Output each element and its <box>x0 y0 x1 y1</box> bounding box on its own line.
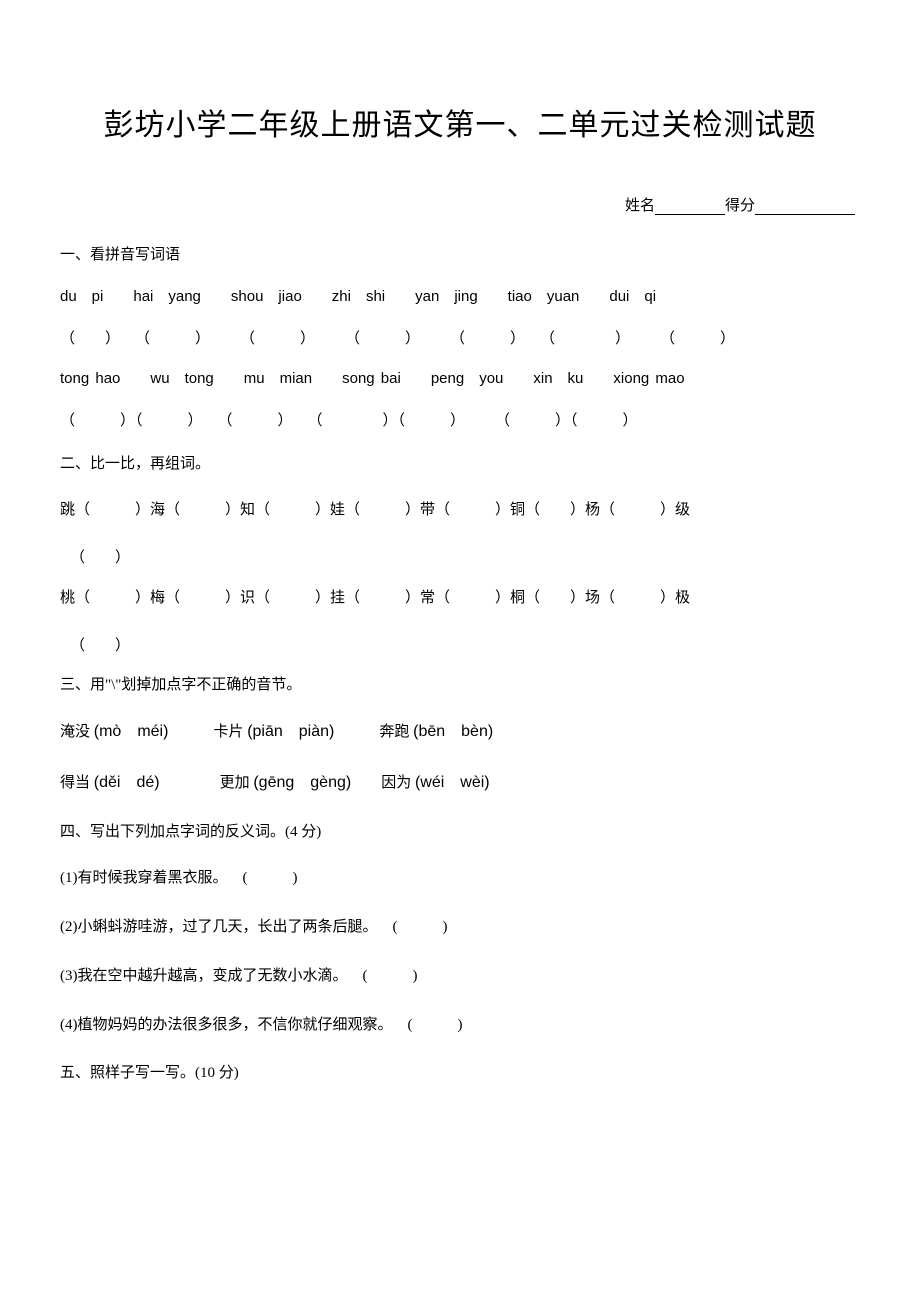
section1-heading: 一、看拼音写词语 <box>60 243 860 264</box>
s3-1c-pinyin: (bēn bèn) <box>413 723 493 740</box>
s3-2b-pinyin: (gēng gèng) <box>253 774 351 791</box>
page-title: 彭坊小学二年级上册语文第一、二单元过关检测试题 <box>60 100 860 144</box>
s4-item-1[interactable]: (1)有时候我穿着黑衣服。 ( ) <box>60 865 860 892</box>
s4-item-3[interactable]: (3)我在空中越升越高，变成了无数小水滴。 ( ) <box>60 963 860 990</box>
section4-heading: 四、写出下列加点字词的反义词。(4 分) <box>60 820 860 841</box>
score-blank[interactable] <box>755 200 855 215</box>
pinyin-row-1: du pi hai yang shou jiao zhi shi yan jin… <box>60 288 860 305</box>
s3-1b-pinyin: (piān piàn) <box>247 723 334 740</box>
name-score-line: 姓名 得分 <box>60 194 860 215</box>
s3-line1[interactable]: 淹没 (mò méi) 卡片 (piān piàn) 奔跑 (bēn bèn) <box>60 718 860 747</box>
section3-heading: 三、用"\"划掉加点字不正确的音节。 <box>60 673 860 694</box>
s4-item-4[interactable]: (4)植物妈妈的办法很多很多，不信你就仔细观察。 ( ) <box>60 1012 860 1039</box>
s2-row1[interactable]: 跳（ ）海（ ）知（ ）娃（ ）带（ ）铜（ ）杨（ ）级 <box>60 497 860 524</box>
blank-row-1[interactable]: （ ） （ ） （ ） （ ） （ ） （ ） （ ） <box>60 327 860 348</box>
blank-row-2[interactable]: （ ）（ ） （ ） （ ）（ ） （ ）（ ） <box>60 409 860 430</box>
name-label: 姓名 <box>625 198 655 214</box>
s3-1a-pinyin: (mò méi) <box>94 723 169 740</box>
s3-1c-text: 奔跑 <box>334 724 413 740</box>
s3-1b-text: 卡片 <box>168 724 247 740</box>
s2-row1-tail[interactable]: （ ） <box>60 546 860 567</box>
section2-heading: 二、比一比，再组词。 <box>60 452 860 473</box>
name-blank[interactable] <box>655 200 725 215</box>
s2-row2-tail[interactable]: （ ） <box>60 634 860 655</box>
s3-2b-text: 更加 <box>160 775 254 791</box>
s3-1a-text: 淹没 <box>60 724 94 740</box>
s3-line2[interactable]: 得当 (děi dé) 更加 (gēng gèng) 因为 (wéi wèi) <box>60 769 860 798</box>
s3-2c-pinyin: (wéi wèi) <box>415 774 490 791</box>
s3-2a-text: 得当 <box>60 775 94 791</box>
s3-2c-text: 因为 <box>351 775 415 791</box>
s4-item-2[interactable]: (2)小蝌蚪游哇游，过了几天，长出了两条后腿。 ( ) <box>60 914 860 941</box>
s2-row2[interactable]: 桃（ ）梅（ ）识（ ）挂（ ）常（ ）桐（ ）场（ ）极 <box>60 585 860 612</box>
score-label: 得分 <box>725 198 755 214</box>
pinyin-row-2: tong hao wu tong mu mian song bai peng y… <box>60 370 860 387</box>
section5-heading: 五、照样子写一写。(10 分) <box>60 1061 860 1082</box>
s3-2a-pinyin: (děi dé) <box>94 774 160 791</box>
